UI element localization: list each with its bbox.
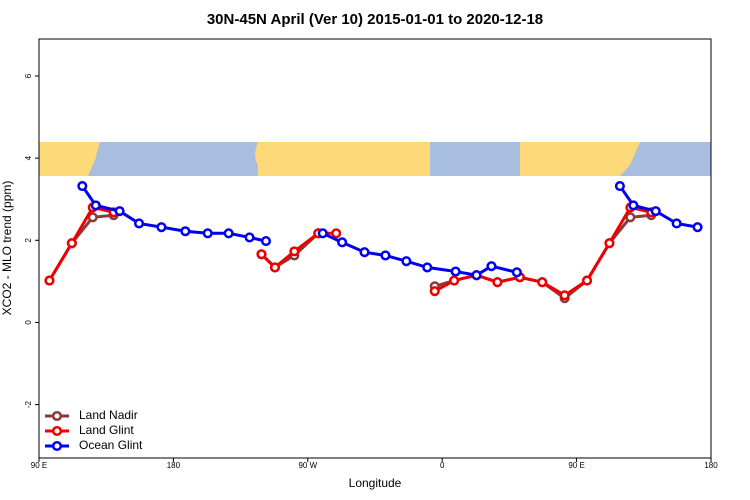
point: [223, 228, 234, 239]
point: [449, 275, 460, 286]
point: [422, 262, 433, 273]
y-tick-label: 6: [24, 73, 33, 78]
chart-title: 30N-45N April (Ver 10) 2015-01-01 to 202…: [207, 11, 543, 28]
legend-label: Ocean Glint: [79, 438, 143, 452]
x-tick-label: 90 W: [298, 461, 317, 470]
map-strip: [39, 142, 711, 176]
point: [614, 181, 625, 192]
y-tick-label: 2: [24, 238, 33, 243]
point: [559, 290, 570, 301]
point: [66, 238, 77, 249]
point: [628, 200, 639, 211]
point: [244, 232, 255, 243]
y-tick-label: -2: [24, 400, 33, 408]
y-tick-label: 4: [24, 155, 33, 160]
point: [401, 256, 412, 267]
series-line: [81, 185, 698, 277]
point: [337, 237, 348, 248]
point: [492, 277, 503, 288]
point: [692, 222, 703, 233]
point: [331, 228, 342, 239]
point: [202, 228, 213, 239]
x-tick-label: 90 E: [31, 461, 47, 470]
point: [44, 275, 55, 286]
point: [256, 249, 267, 260]
point: [87, 212, 98, 223]
point: [359, 247, 370, 258]
point: [156, 222, 167, 233]
point: [77, 181, 88, 192]
point: [90, 200, 101, 211]
legend-marker: [51, 440, 63, 452]
legend-marker: [51, 425, 63, 437]
point: [289, 246, 300, 257]
point: [114, 206, 125, 217]
y-axis-label: XCO2 - MLO trend (ppm): [0, 181, 14, 316]
point: [486, 261, 497, 272]
legend-label: Land Nadir: [79, 408, 138, 422]
point: [604, 238, 615, 249]
point: [537, 277, 548, 288]
x-tick-label: 180: [704, 461, 718, 470]
point: [582, 275, 593, 286]
x-tick-label: 0: [440, 461, 445, 470]
point: [450, 266, 461, 277]
plot-frame: [38, 38, 712, 459]
point: [625, 212, 636, 223]
x-tick-label: 90 E: [568, 461, 584, 470]
point: [317, 228, 328, 239]
point: [380, 250, 391, 261]
legend-label: Land Glint: [79, 423, 134, 437]
point: [269, 262, 280, 273]
x-tick-label: 180: [167, 461, 181, 470]
x-axis-label: Longitude: [349, 476, 402, 490]
point: [471, 270, 482, 281]
y-tick-label: 0: [24, 320, 33, 325]
point: [671, 218, 682, 229]
point: [260, 236, 272, 247]
point: [134, 218, 145, 229]
legend-marker: [51, 410, 63, 422]
point: [429, 286, 440, 297]
point: [180, 226, 191, 237]
point: [511, 267, 522, 278]
point: [650, 206, 661, 217]
